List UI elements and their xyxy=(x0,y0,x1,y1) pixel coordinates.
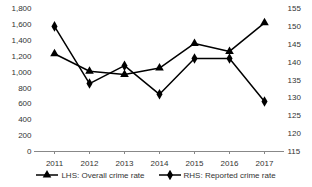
svg-text:0: 0 xyxy=(27,147,32,156)
svg-text:120: 120 xyxy=(288,129,302,138)
svg-text:2013: 2013 xyxy=(116,159,134,168)
svg-text:1,200: 1,200 xyxy=(11,52,32,61)
svg-text:2011: 2011 xyxy=(46,159,64,168)
svg-text:2017: 2017 xyxy=(256,159,274,168)
svg-text:600: 600 xyxy=(18,99,32,108)
svg-text:800: 800 xyxy=(18,84,32,93)
html-text:RHS: Reported crime rate: RHS: Reported crime rate xyxy=(183,170,276,180)
svg-text:2015: 2015 xyxy=(186,159,204,168)
svg-text:2014: 2014 xyxy=(151,159,169,168)
svg-text:115: 115 xyxy=(288,147,301,156)
svg-text:150: 150 xyxy=(288,22,302,31)
svg-text:1,400: 1,400 xyxy=(11,36,32,45)
svg-text:130: 130 xyxy=(288,93,302,102)
svg-text:155: 155 xyxy=(288,4,302,13)
svg-text:1,600: 1,600 xyxy=(11,20,32,29)
svg-text:2012: 2012 xyxy=(81,159,99,168)
svg-text:200: 200 xyxy=(18,131,32,140)
svg-text:2016: 2016 xyxy=(221,159,239,168)
svg-text:1,000: 1,000 xyxy=(11,68,32,77)
svg-text:140: 140 xyxy=(288,58,302,67)
svg-text:125: 125 xyxy=(288,111,302,120)
svg-text:135: 135 xyxy=(288,76,302,85)
svg-text:1,800: 1,800 xyxy=(11,4,32,13)
svg-text:145: 145 xyxy=(288,40,302,49)
svg-text:400: 400 xyxy=(18,115,32,124)
html-text:LHS: Overall crime rate: LHS: Overall crime rate xyxy=(61,170,145,180)
